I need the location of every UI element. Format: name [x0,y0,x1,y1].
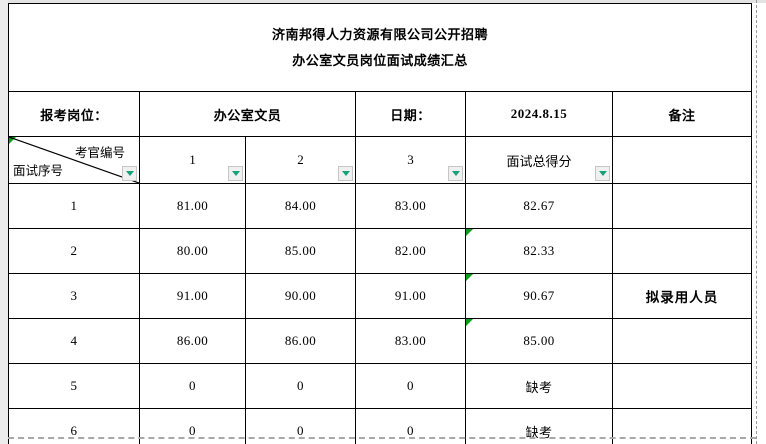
page-margin-top [0,0,766,3]
cell-s2-cell: 0 [245,363,356,409]
info-row: 报考岗位： 办公室文员 日期： 2024.8.15 备注 [8,91,753,137]
diagonal-divider-line [9,137,139,183]
diagonal-corner-header: 考官编号 面试序号 [8,136,140,184]
total-score-label: 面试总得分 [506,153,572,169]
cell-seq-cell: 4 [8,318,140,364]
remark-subheader [611,136,753,184]
examiner-1-label: 1 [189,152,196,167]
title-line-2: 办公室文员岗位面试成绩汇总 [292,52,468,68]
cell-remark-cell [611,183,753,229]
date-value-cell: 2024.8.15 [465,91,613,137]
cell-total-cell: 90.67 [465,273,613,319]
chevron-down-icon-filter-seq[interactable] [122,166,137,181]
table-body: 1 81.00 84.00 83.00 82.67 2 80.00 85.00 82.00 82.… [8,183,753,444]
examiner-3-label: 3 [407,152,414,167]
title-row: 济南邦得人力资源有限公司公开招聘 办公室文员岗位面试成绩汇总 [7,3,753,92]
examiner-1-header: 1 [139,136,246,184]
cell-seq-cell: 5 [8,363,140,409]
page-break-vertical [756,0,757,444]
date-label-cell: 日期： [355,91,466,137]
page-break-horizontal [8,437,756,439]
error-indicator-icon [466,229,473,236]
cell-s3-cell: 83.00 [355,318,466,364]
total-score-header: 面试总得分 [465,136,613,184]
cell-seq-cell: 1 [8,183,140,229]
cell-s1-cell: 80.00 [139,228,246,274]
cell-s2-cell: 85.00 [245,228,356,274]
corner-label-interview-seq: 面试序号 [13,163,64,178]
cell-remark-cell [611,363,753,409]
cell-s2-cell: 90.00 [245,273,356,319]
cell-remark-cell [611,318,753,364]
examiner-3-header: 3 [355,136,466,184]
cell-s2-cell: 84.00 [245,183,356,229]
position-label-cell: 报考岗位： [8,91,140,137]
cell-seq-cell: 3 [8,273,140,319]
cell-total-cell: 85.00 [465,318,613,364]
cell-s3-cell: 0 [355,363,466,409]
cell-total-cell: 82.33 [465,228,613,274]
title-line-1: 济南邦得人力资源有限公司公开招聘 [272,26,489,42]
chevron-down-icon-filter-examiner-1[interactable] [228,166,243,181]
cell-total-cell: 缺考 [465,363,613,409]
cell-total-cell: 82.67 [465,183,613,229]
cell-s1-cell: 81.00 [139,183,246,229]
table-row: 2 80.00 85.00 82.00 82.33 [8,228,753,274]
position-value-cell: 办公室文员 [139,91,356,137]
page-margin-left [0,0,8,444]
chevron-down-icon-filter-examiner-2[interactable] [338,166,353,181]
interview-score-table: 济南邦得人力资源有限公司公开招聘 办公室文员岗位面试成绩汇总 报考岗位： 办公室… [7,3,753,444]
error-indicator-icon [466,319,473,326]
corner-label-examiner-no: 考官编号 [74,145,125,160]
cell-seq-cell: 2 [8,228,140,274]
table-row: 4 86.00 86.00 83.00 85.00 [8,318,753,364]
examiner-2-header: 2 [245,136,356,184]
examiner-2-label: 2 [297,152,304,167]
cell-s3-cell: 82.00 [355,228,466,274]
table-row: 3 91.00 90.00 91.00 90.67 拟录用人员 [8,273,753,319]
cell-s2-cell: 86.00 [245,318,356,364]
cell-s1-cell: 86.00 [139,318,246,364]
error-indicator-icon [466,274,473,281]
page-title: 济南邦得人力资源有限公司公开招聘 办公室文员岗位面试成绩汇总 [7,3,753,92]
table-row: 1 81.00 84.00 83.00 82.67 [8,183,753,229]
column-header-row: 考官编号 面试序号 1 2 3 面试总得分 [8,136,753,184]
remark-header-cell: 备注 [611,91,753,137]
cell-remark-cell [611,228,753,274]
cell-s1-cell: 0 [139,363,246,409]
chevron-down-icon-filter-examiner-3[interactable] [448,166,463,181]
cell-s3-cell: 91.00 [355,273,466,319]
chevron-down-icon-filter-total[interactable] [595,166,610,181]
cell-s3-cell: 83.00 [355,183,466,229]
cell-s1-cell: 91.00 [139,273,246,319]
cell-remark-cell: 拟录用人员 [611,273,753,319]
table-row: 5 0 0 0 缺考 [8,363,753,409]
